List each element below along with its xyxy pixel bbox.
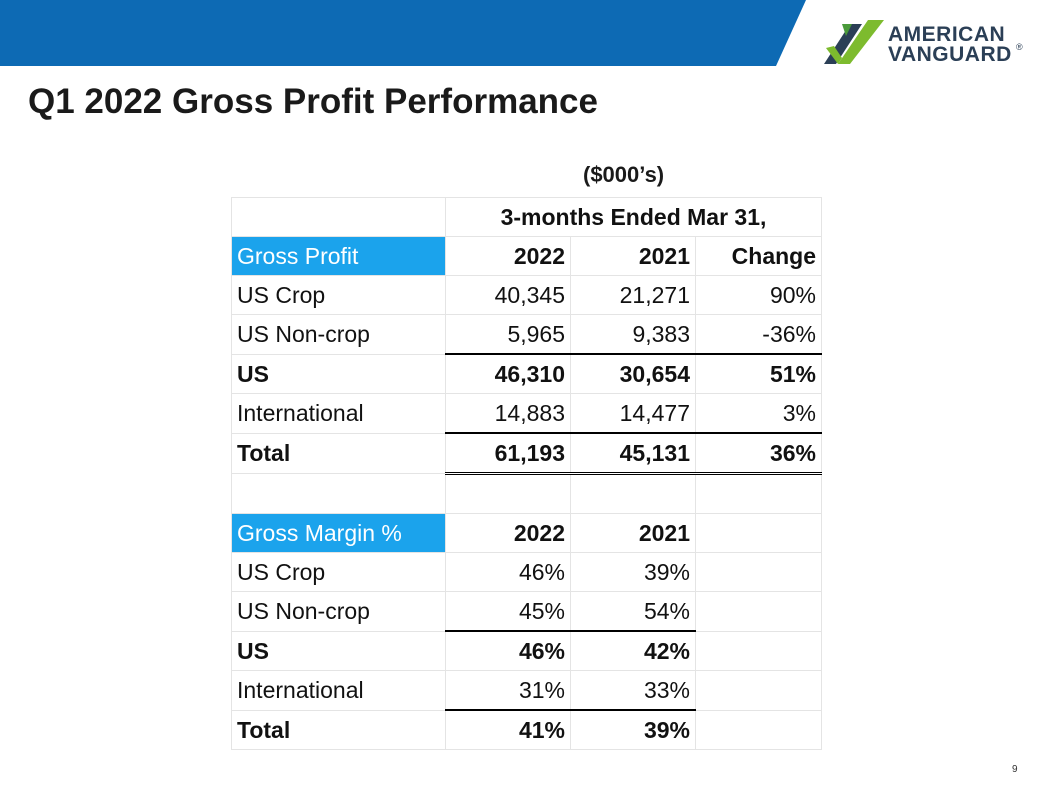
units-subtitle: ($000’s)	[583, 162, 665, 187]
table-row: US Non-crop 5,965 9,383 -36%	[231, 314, 822, 355]
value-2021: 42%	[570, 630, 696, 671]
page-title: Q1 2022 Gross Profit Performance	[28, 82, 598, 121]
empty-cell	[570, 473, 696, 514]
gross-margin-section-label: Gross Margin %	[231, 513, 446, 553]
value-2022: 5,965	[445, 314, 571, 355]
logo-mark-icon	[824, 20, 884, 64]
column-header-change: Change	[695, 236, 822, 276]
value-2021: 39%	[570, 552, 696, 592]
column-header-2022: 2022	[445, 236, 571, 276]
row-label: Total	[231, 432, 446, 474]
registered-mark: ®	[1016, 42, 1023, 52]
value-change: 51%	[695, 353, 822, 394]
empty-cell	[695, 473, 822, 514]
row-label: US	[231, 353, 446, 394]
table-row: US Non-crop 45% 54%	[231, 591, 822, 632]
empty-cell	[695, 591, 822, 632]
value-2021: 45,131	[570, 432, 696, 475]
value-change: 90%	[695, 275, 822, 315]
value-2021: 9,383	[570, 314, 696, 355]
empty-cell	[695, 552, 822, 592]
value-2022: 46%	[445, 552, 571, 592]
empty-cell	[695, 709, 822, 750]
column-header-2021: 2021	[570, 236, 696, 276]
total-row: Total 41% 39%	[231, 709, 822, 750]
page-number: 9	[1012, 764, 1018, 775]
empty-cell	[231, 473, 446, 514]
value-2022: 46%	[445, 630, 571, 671]
empty-cell	[231, 197, 446, 237]
value-2022: 41%	[445, 709, 571, 750]
row-label: International	[231, 670, 446, 711]
gross-profit-table: 3-months Ended Mar 31, Gross Profit 2022…	[231, 197, 822, 750]
subtotal-row: US 46% 42%	[231, 630, 822, 671]
empty-cell	[445, 473, 571, 514]
row-label: International	[231, 393, 446, 434]
value-2022: 61,193	[445, 432, 571, 475]
value-2021: 54%	[570, 591, 696, 632]
gross-profit-header-row: Gross Profit 2022 2021 Change	[231, 236, 822, 276]
value-2021: 39%	[570, 709, 696, 750]
table-row: US Crop 46% 39%	[231, 552, 822, 592]
table-row: International 31% 33%	[231, 670, 822, 711]
value-change: 3%	[695, 393, 822, 434]
spacer-row	[231, 473, 822, 514]
value-change: 36%	[695, 432, 822, 475]
value-2022: 46,310	[445, 353, 571, 394]
gross-margin-header-row: Gross Margin % 2022 2021	[231, 513, 822, 553]
value-2022: 45%	[445, 591, 571, 632]
logo-text-line1: AMERICAN	[888, 23, 1006, 46]
table-row: US Crop 40,345 21,271 90%	[231, 275, 822, 315]
american-vanguard-logo: AMERICAN VANGUARD ®	[822, 18, 1032, 68]
logo-text-line2: VANGUARD	[888, 43, 1012, 66]
table-row: International 14,883 14,477 3%	[231, 393, 822, 434]
gross-profit-section-label: Gross Profit	[231, 236, 446, 276]
empty-cell	[695, 513, 822, 553]
value-change: -36%	[695, 314, 822, 355]
total-row: Total 61,193 45,131 36%	[231, 432, 822, 475]
value-2021: 30,654	[570, 353, 696, 394]
empty-cell	[695, 630, 822, 671]
row-label: Total	[231, 709, 446, 750]
value-2021: 33%	[570, 670, 696, 711]
empty-cell	[695, 670, 822, 711]
row-label: US Non-crop	[231, 314, 446, 355]
row-label: US Non-crop	[231, 591, 446, 632]
row-label: US Crop	[231, 275, 446, 315]
period-header-row: 3-months Ended Mar 31,	[231, 197, 822, 237]
column-header-2022: 2022	[445, 513, 571, 553]
value-2022: 14,883	[445, 393, 571, 434]
value-2021: 14,477	[570, 393, 696, 434]
value-2022: 40,345	[445, 275, 571, 315]
value-2022: 31%	[445, 670, 571, 711]
column-header-2021: 2021	[570, 513, 696, 553]
header-banner	[0, 0, 1059, 66]
value-2021: 21,271	[570, 275, 696, 315]
row-label: US Crop	[231, 552, 446, 592]
period-header: 3-months Ended Mar 31,	[445, 197, 822, 237]
row-label: US	[231, 630, 446, 671]
subtotal-row: US 46,310 30,654 51%	[231, 353, 822, 394]
